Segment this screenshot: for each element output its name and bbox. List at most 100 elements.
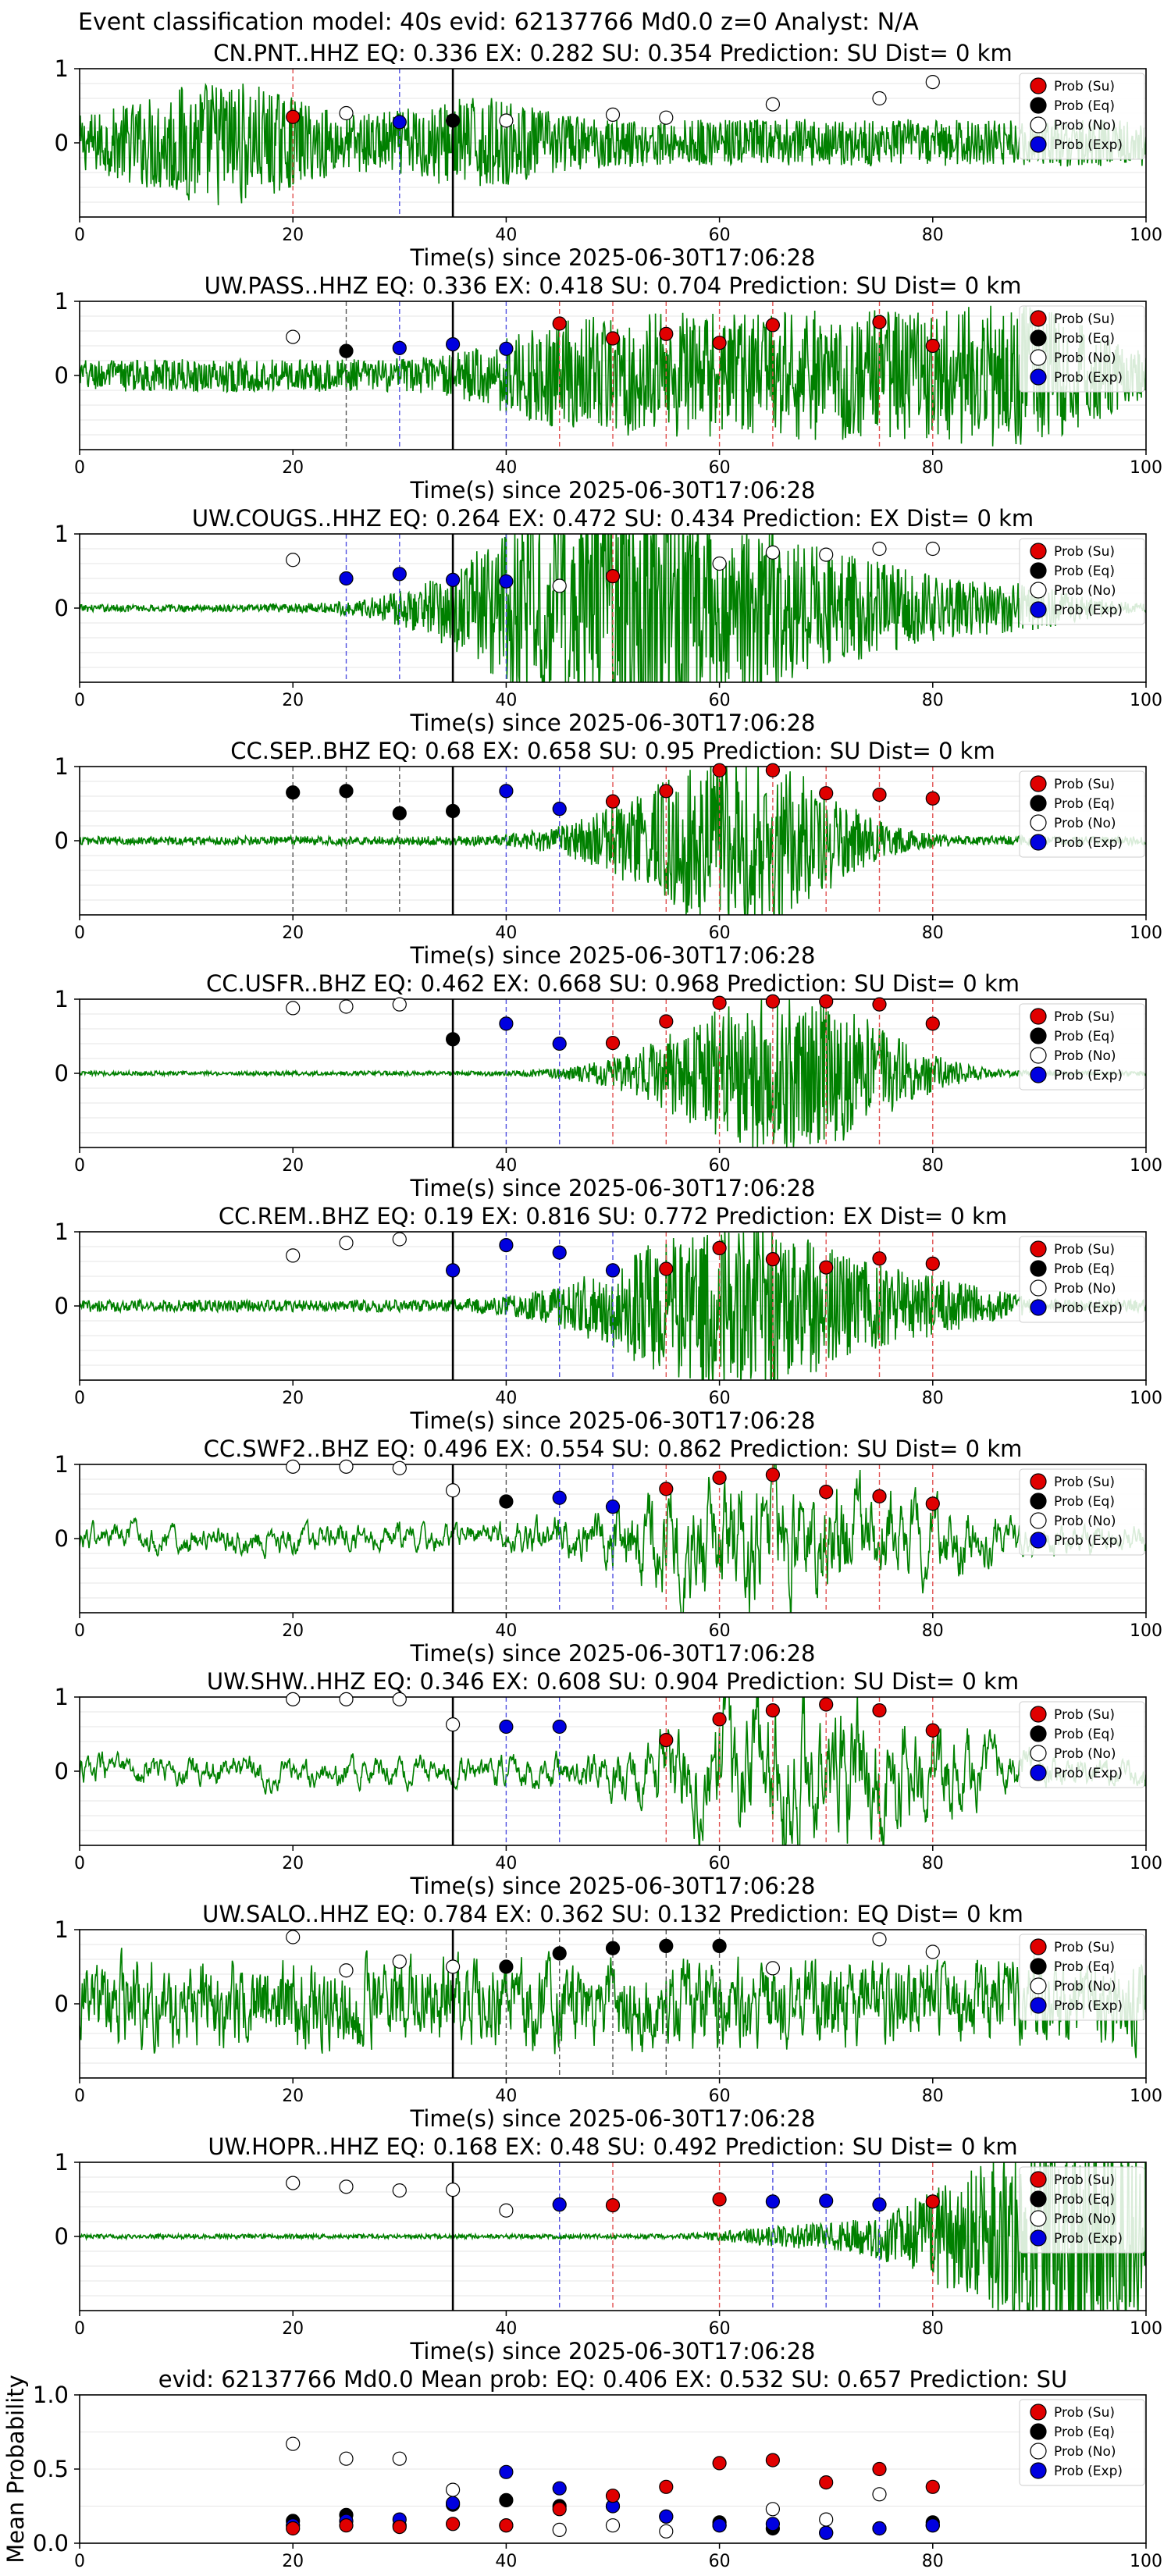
legend-label-no: Prob (No) bbox=[1054, 1514, 1116, 1529]
mean-prob-point-su bbox=[445, 2517, 461, 2532]
x-tick-label: 80 bbox=[922, 226, 944, 245]
mean-prob-point-eq bbox=[499, 2492, 514, 2507]
prob-point-no bbox=[872, 1932, 887, 1947]
legend-marker-eq bbox=[1030, 1958, 1047, 1975]
x-tick-label: 60 bbox=[709, 2087, 731, 2106]
legend-label-eq: Prob (Eq) bbox=[1054, 2192, 1115, 2208]
mean-prob-point-no bbox=[659, 2524, 674, 2539]
legend-label-su: Prob (Su) bbox=[1054, 79, 1115, 94]
legend-marker-su bbox=[1030, 1008, 1047, 1025]
x-tick-label: 40 bbox=[495, 691, 517, 710]
mean-prob-point-exp bbox=[819, 2525, 834, 2540]
legend-label-su: Prob (Su) bbox=[1054, 2172, 1115, 2188]
waveform-trace bbox=[80, 534, 1146, 682]
x-tick-label: 40 bbox=[495, 2552, 517, 2571]
y-tick-label: 0.5 bbox=[33, 2456, 69, 2482]
legend-marker-exp bbox=[1030, 2229, 1047, 2247]
prob-point-su bbox=[605, 2198, 621, 2213]
prob-point-su bbox=[819, 786, 834, 801]
x-tick-label: 100 bbox=[1130, 458, 1162, 478]
legend-marker-su bbox=[1030, 2171, 1047, 2188]
x-tick-label: 80 bbox=[922, 2552, 944, 2571]
legend-marker-eq bbox=[1030, 1725, 1047, 1742]
x-tick-label: 20 bbox=[282, 1621, 304, 1641]
axes-frame bbox=[79, 766, 1147, 916]
x-axis-label: Time(s) since 2025-06-30T17:06:28 bbox=[410, 1407, 816, 1434]
panel-11: evid: 62137766 Md0.0 Mean prob: EQ: 0.40… bbox=[2, 2366, 1162, 2571]
mean-prob-point-su bbox=[286, 2521, 301, 2536]
legend-box bbox=[1019, 73, 1145, 160]
x-tick-label: 60 bbox=[709, 923, 731, 943]
prob-point-no bbox=[286, 2176, 301, 2190]
prob-point-exp bbox=[552, 802, 567, 817]
panel-title: UW.SALO..HHZ EQ: 0.784 EX: 0.362 SU: 0.1… bbox=[202, 1901, 1023, 1927]
prob-point-no bbox=[286, 1001, 301, 1016]
prob-point-no bbox=[659, 110, 674, 125]
prob-point-exp bbox=[499, 1237, 514, 1253]
prob-point-su bbox=[659, 1733, 674, 1748]
prob-point-no bbox=[392, 1692, 407, 1706]
prob-point-no bbox=[445, 1483, 461, 1498]
y-tick-label: 1.0 bbox=[33, 2382, 69, 2408]
legend-marker-eq bbox=[1030, 1027, 1047, 1044]
legend-label-su: Prob (Su) bbox=[1054, 1940, 1115, 1955]
legend-label-exp: Prob (Exp) bbox=[1054, 1766, 1123, 1781]
legend-label-no: Prob (No) bbox=[1054, 583, 1116, 599]
legend-box bbox=[1019, 538, 1145, 625]
y-tick-label: 1 bbox=[55, 2149, 69, 2176]
legend-marker-su bbox=[1030, 310, 1047, 327]
mean-prob-point-exp bbox=[872, 2521, 887, 2536]
x-tick-label: 40 bbox=[495, 923, 517, 943]
prob-point-su bbox=[872, 315, 887, 329]
x-tick-label: 0 bbox=[74, 2087, 85, 2106]
x-tick-label: 0 bbox=[74, 2319, 85, 2339]
legend-marker-su bbox=[1030, 1473, 1047, 1490]
prob-point-exp bbox=[392, 115, 407, 130]
x-tick-label: 0 bbox=[74, 691, 85, 710]
prob-point-exp bbox=[552, 1245, 567, 1260]
legend-label-no: Prob (No) bbox=[1054, 1281, 1116, 1297]
axes-frame bbox=[79, 998, 1147, 1148]
x-tick-label: 100 bbox=[1130, 691, 1162, 710]
prob-point-no bbox=[339, 1692, 354, 1706]
prob-point-no bbox=[339, 105, 354, 121]
y-tick-label: 1 bbox=[55, 1684, 69, 1710]
mean-prob-point-no bbox=[872, 2487, 887, 2502]
prob-point-eq bbox=[339, 343, 354, 358]
x-tick-label: 100 bbox=[1130, 2087, 1162, 2106]
legend-marker-eq bbox=[1030, 562, 1047, 579]
legend-label-exp: Prob (Exp) bbox=[1054, 137, 1123, 153]
legend-marker-no bbox=[1030, 814, 1047, 831]
x-tick-label: 60 bbox=[709, 1156, 731, 1176]
figure-suptitle: Event classification model: 40s evid: 62… bbox=[78, 9, 919, 36]
prob-point-exp bbox=[552, 1036, 567, 1051]
prob-point-no bbox=[392, 997, 407, 1012]
legend-marker-exp bbox=[1030, 601, 1047, 618]
prob-point-su bbox=[819, 994, 834, 1009]
legend-label-exp: Prob (Exp) bbox=[1054, 1068, 1123, 1083]
x-tick-label: 80 bbox=[922, 691, 944, 710]
panel-2: UW.PASS..HHZ EQ: 0.336 EX: 0.418 SU: 0.7… bbox=[55, 272, 1162, 503]
y-tick-label: 0 bbox=[55, 595, 69, 621]
prob-point-su bbox=[659, 326, 674, 341]
mean-prob-point-exp bbox=[499, 2464, 514, 2479]
prob-point-su bbox=[605, 1035, 621, 1051]
prob-point-exp bbox=[499, 784, 514, 799]
prob-point-eq bbox=[712, 1938, 727, 1953]
prob-point-su bbox=[925, 791, 940, 806]
legend-marker-exp bbox=[1030, 1066, 1047, 1083]
legend-label-eq: Prob (Eq) bbox=[1054, 1727, 1115, 1742]
legend-marker-no bbox=[1030, 116, 1047, 133]
mean-prob-point-su bbox=[872, 2461, 887, 2477]
prob-point-su bbox=[872, 1703, 887, 1718]
prob-point-no bbox=[286, 1459, 301, 1474]
x-tick-label: 100 bbox=[1130, 2319, 1162, 2339]
panel-1: CN.PNT..HHZ EQ: 0.336 EX: 0.282 SU: 0.35… bbox=[55, 40, 1162, 271]
prob-point-su bbox=[605, 569, 621, 584]
legend-box bbox=[1019, 2399, 1145, 2486]
panel-title: CC.REM..BHZ EQ: 0.19 EX: 0.816 SU: 0.772… bbox=[219, 1203, 1007, 1229]
prob-point-su bbox=[712, 995, 727, 1010]
x-tick-label: 20 bbox=[282, 2087, 304, 2106]
x-tick-label: 100 bbox=[1130, 1621, 1162, 1641]
legend-label-su: Prob (Su) bbox=[1054, 777, 1115, 792]
